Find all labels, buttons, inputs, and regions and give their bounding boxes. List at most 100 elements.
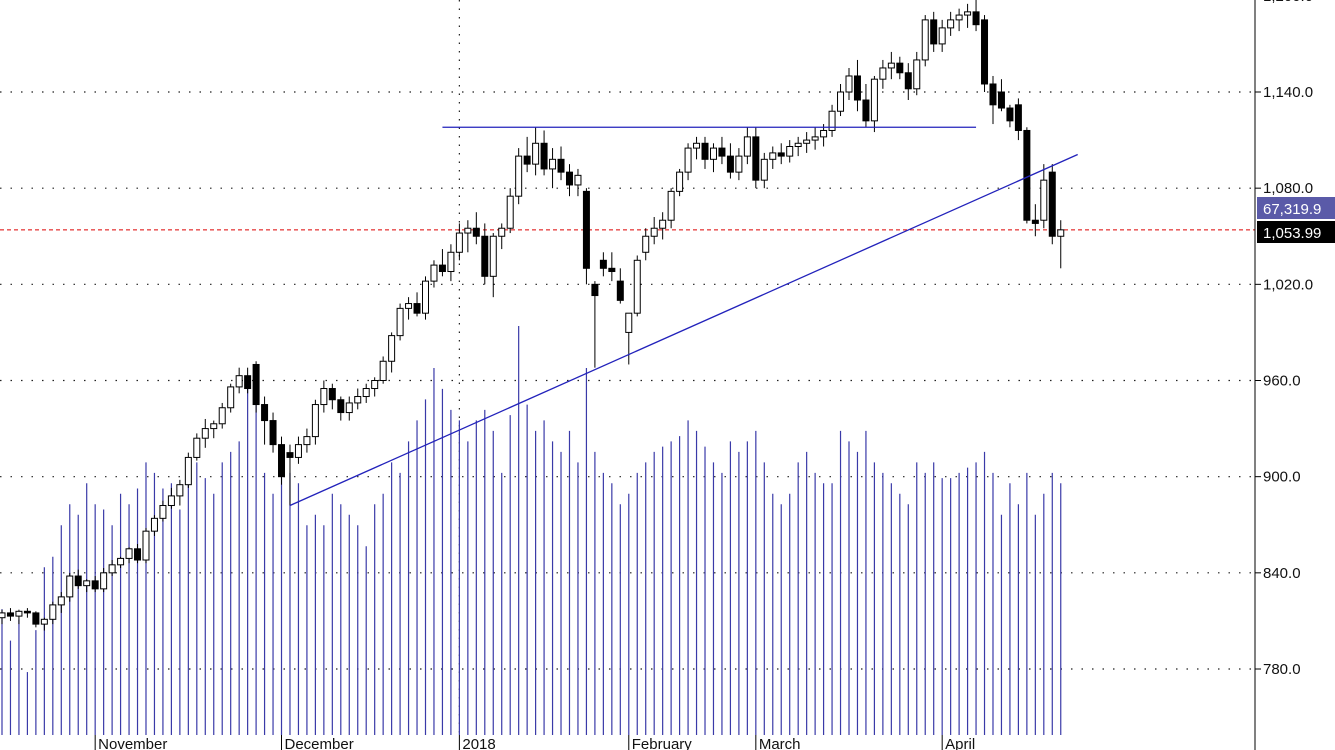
candle-body-down bbox=[989, 83, 997, 106]
candle-body-down bbox=[134, 548, 142, 561]
candlestick bbox=[718, 136, 726, 165]
candle-body-down bbox=[862, 99, 870, 122]
candlestick bbox=[811, 127, 819, 150]
candlestick bbox=[83, 579, 91, 593]
volume-badge-label: 67,319.9 bbox=[1263, 201, 1321, 218]
candlestick bbox=[549, 148, 557, 189]
candle-body-down bbox=[91, 580, 99, 590]
candlestick bbox=[235, 367, 243, 394]
candle-body-down bbox=[726, 155, 734, 173]
candle-body-up bbox=[379, 360, 387, 381]
candlestick bbox=[218, 402, 226, 429]
candle-body-up bbox=[227, 386, 235, 409]
candlestick bbox=[15, 609, 23, 625]
candle-body-up bbox=[650, 227, 658, 237]
price-tick-label: 900.0 bbox=[1263, 469, 1301, 486]
candle-body-down bbox=[853, 75, 861, 101]
candlestick bbox=[930, 11, 938, 52]
candle-body-down bbox=[557, 158, 565, 173]
price-tick-label: 840.0 bbox=[1263, 565, 1301, 582]
candle-body-down bbox=[777, 152, 785, 157]
candlestick bbox=[210, 420, 218, 439]
candle-body-up bbox=[845, 75, 853, 93]
candle-body-up bbox=[311, 404, 319, 438]
candle-body-down bbox=[438, 264, 446, 273]
candlestick bbox=[989, 75, 997, 125]
candle-body-down bbox=[523, 155, 531, 165]
candlestick bbox=[1040, 164, 1048, 229]
candlestick bbox=[735, 148, 743, 181]
candle-body-up bbox=[515, 155, 523, 197]
candlestick bbox=[777, 143, 785, 165]
candlestick bbox=[693, 136, 701, 160]
candlestick bbox=[1006, 104, 1014, 128]
candle-body-up bbox=[201, 428, 209, 439]
candlestick bbox=[184, 452, 192, 488]
candle-body-up bbox=[837, 91, 845, 112]
candle-body-up bbox=[371, 380, 379, 390]
candle-body-up bbox=[447, 251, 455, 273]
candle-body-up bbox=[964, 11, 972, 16]
candlestick bbox=[481, 223, 489, 285]
candlestick bbox=[345, 396, 353, 421]
candle-body-up bbox=[803, 139, 811, 144]
candlestick bbox=[193, 433, 201, 461]
candle-body-down bbox=[1031, 219, 1039, 224]
candlestick bbox=[125, 547, 133, 564]
candlestick bbox=[828, 104, 836, 137]
candle-body-up bbox=[117, 557, 125, 566]
candlestick bbox=[388, 332, 396, 373]
candlestick bbox=[837, 83, 845, 117]
candle-body-down bbox=[252, 363, 260, 406]
candle-body-down bbox=[540, 142, 548, 170]
candle-body-up bbox=[210, 423, 218, 430]
candlestick bbox=[650, 217, 658, 245]
candle-body-down bbox=[608, 267, 616, 273]
candlestick bbox=[413, 292, 421, 317]
candle-body-down bbox=[286, 452, 294, 458]
candlestick bbox=[760, 152, 768, 189]
candlestick bbox=[853, 59, 861, 112]
candlestick bbox=[498, 223, 506, 250]
candle-body-up bbox=[303, 436, 311, 446]
candle-body-up bbox=[676, 171, 684, 192]
candle-body-up bbox=[786, 145, 794, 157]
candle-body-up bbox=[396, 307, 404, 337]
candlestick bbox=[523, 136, 531, 173]
candle-body-up bbox=[693, 142, 701, 149]
last-price-badge: 1,053.99 bbox=[1257, 221, 1335, 243]
time-tick-label: February bbox=[632, 736, 693, 750]
candle-body-up bbox=[125, 548, 133, 559]
candle-body-up bbox=[659, 219, 667, 229]
candle-body-up bbox=[0, 612, 6, 619]
candlestick bbox=[91, 576, 99, 593]
candlestick bbox=[938, 19, 946, 52]
time-tick-label: March bbox=[759, 736, 801, 750]
candlestick bbox=[100, 568, 108, 593]
candle-body-up bbox=[218, 407, 226, 425]
candlestick bbox=[244, 367, 252, 394]
candle-body-up bbox=[464, 227, 472, 234]
candle-body-down bbox=[1048, 171, 1056, 237]
candle-body-up bbox=[633, 259, 641, 314]
candle-body-down bbox=[74, 575, 82, 587]
candlestick bbox=[803, 132, 811, 153]
candlestick bbox=[676, 168, 684, 197]
candlestick bbox=[150, 515, 158, 536]
candlestick bbox=[1023, 127, 1031, 224]
candlestick bbox=[269, 412, 277, 453]
candle-body-up bbox=[1057, 229, 1065, 237]
candle-body-down bbox=[244, 375, 252, 390]
candle-body-up bbox=[150, 517, 158, 532]
candlestick bbox=[396, 303, 404, 341]
last-price-badge-label: 1,053.99 bbox=[1263, 225, 1321, 242]
price-tick-label: 1,020.0 bbox=[1263, 276, 1313, 293]
candle-body-down bbox=[904, 72, 912, 90]
candle-body-down bbox=[328, 388, 336, 401]
candlestick bbox=[972, 0, 980, 32]
candle-body-up bbox=[167, 495, 175, 507]
candle-body-down bbox=[269, 420, 277, 446]
candle-body-down bbox=[413, 303, 421, 314]
candlestick bbox=[252, 361, 260, 413]
